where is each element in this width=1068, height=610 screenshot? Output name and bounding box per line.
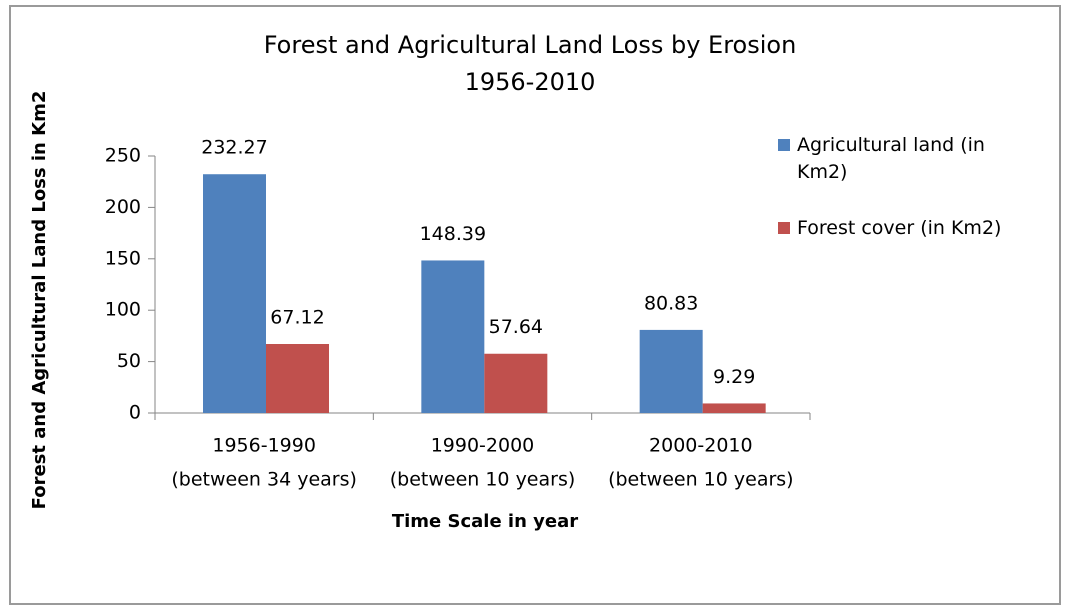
data-label: 67.12 [270, 307, 324, 329]
y-axis-label: Forest and Agricultural Land Loss in Km2 [29, 91, 50, 510]
bar [639, 329, 703, 413]
y-tick-label: 250 [105, 145, 141, 167]
bar [266, 344, 329, 413]
y-tick-label: 0 [129, 402, 141, 424]
data-label: 148.39 [420, 223, 486, 245]
legend-label: Agricultural land (in Km2) [797, 134, 985, 183]
bar [203, 174, 266, 413]
x-tick-label: (between 34 years) [171, 469, 357, 491]
bar [484, 353, 548, 413]
chart-title: Forest and Agricultural Land Loss by Ero… [264, 31, 797, 59]
y-tick-label: 200 [105, 196, 141, 218]
legend-label: Forest cover (in Km2) [797, 217, 1002, 239]
data-label: 232.27 [201, 137, 267, 159]
data-label: 9.29 [713, 366, 755, 388]
x-tick-label: 2000-2010 [649, 435, 753, 457]
data-label: 57.64 [489, 316, 543, 338]
bar [421, 260, 485, 413]
legend-swatch [778, 139, 790, 151]
x-tick-label: 1990-2000 [431, 435, 535, 457]
x-tick-label: 1956-1990 [212, 435, 316, 457]
data-label: 80.83 [644, 292, 698, 314]
y-tick-label: 100 [105, 299, 141, 321]
chart-frame [9, 5, 1061, 605]
x-tick-label: (between 10 years) [390, 469, 576, 491]
chart-title: 1956-2010 [465, 68, 596, 96]
y-tick-label: 50 [117, 350, 141, 372]
bar [702, 403, 766, 413]
legend-swatch [778, 222, 790, 234]
y-tick-label: 150 [105, 247, 141, 269]
x-tick-label: (between 10 years) [608, 469, 794, 491]
x-axis-label: Time Scale in year [392, 511, 578, 532]
